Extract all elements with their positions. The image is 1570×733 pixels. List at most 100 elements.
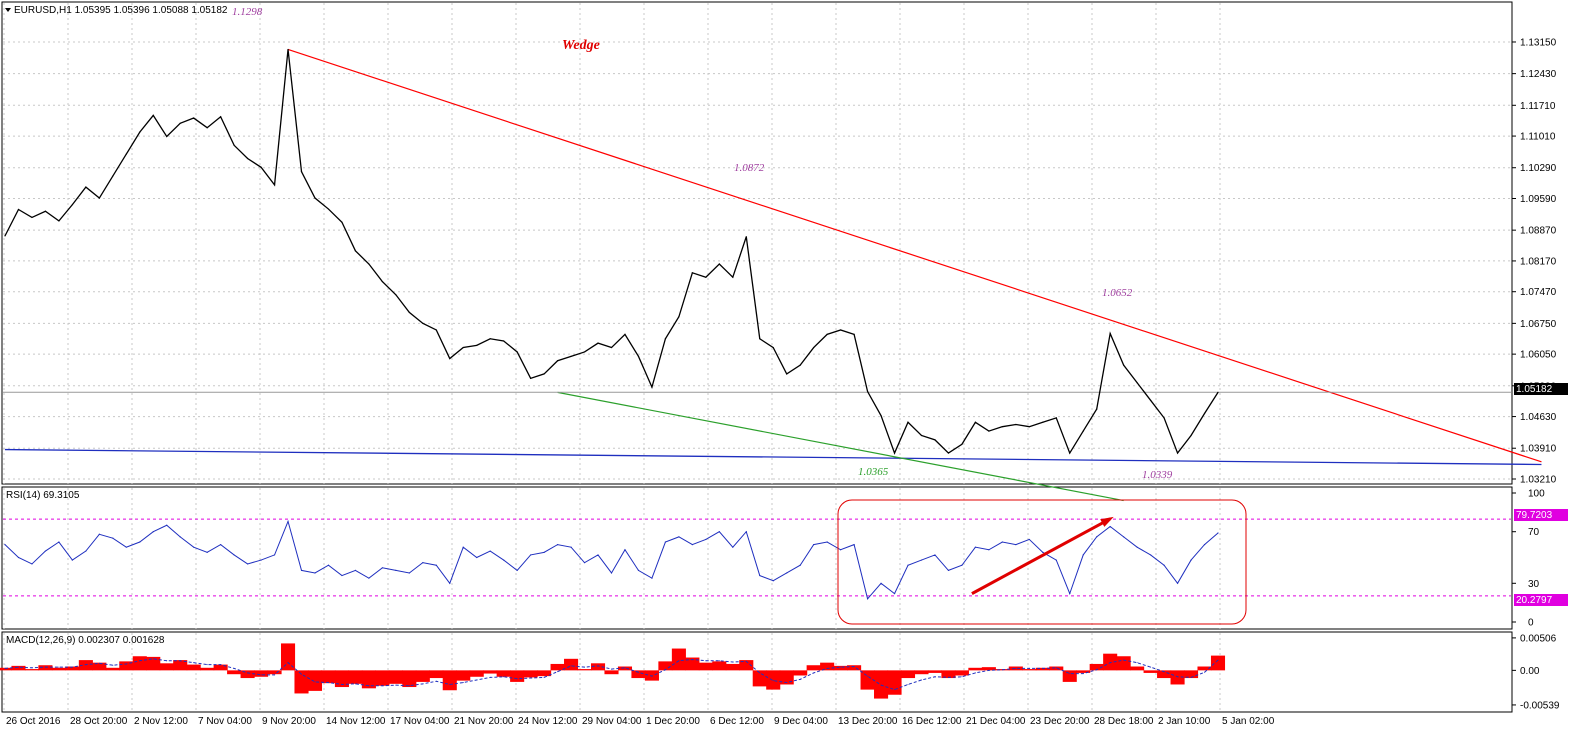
rsi-y-tick-label: 0: [1528, 618, 1534, 629]
macd-signal-point: [543, 676, 545, 678]
macd-signal-point: [139, 660, 141, 662]
rsi-point: [1096, 536, 1098, 538]
macd-histogram-bar: [1143, 670, 1158, 673]
price-point: [530, 377, 532, 379]
rsi-point: [1028, 538, 1030, 541]
rsi-point: [327, 564, 330, 566]
rsi-y-tick-label: 30: [1528, 579, 1540, 590]
rsi-point: [772, 580, 774, 582]
macd-histogram-bar: [927, 670, 943, 673]
macd-histogram-bar: [766, 670, 781, 690]
annotation-low-1: 1.0365: [858, 466, 889, 478]
macd-histogram-bar: [1130, 666, 1145, 671]
price-point: [1190, 434, 1192, 437]
macd-signal-point: [624, 667, 626, 669]
rsi-point: [1163, 564, 1165, 566]
macd-signal-point: [17, 666, 19, 668]
rsi-trend-arrow-head: [1100, 516, 1114, 527]
macd-signal-point: [193, 662, 195, 664]
rsi-point: [58, 541, 60, 543]
macd-signal-point: [206, 664, 208, 666]
macd-signal-point: [1150, 666, 1152, 668]
macd-histogram-bar: [429, 670, 444, 679]
macd-histogram-bar: [564, 658, 579, 671]
x-tick-label: 24 Nov 12:00: [518, 716, 578, 727]
price-point: [624, 333, 626, 335]
macd-signal-point: [422, 683, 424, 685]
macd-histogram-bar: [469, 670, 484, 677]
x-tick-label: 1 Dec 20:00: [646, 716, 700, 727]
macd-signal-point: [1096, 669, 1098, 671]
macd-histogram-bar: [496, 670, 511, 677]
price-y-tick-label: 1.10290: [1520, 163, 1557, 174]
rsi-point: [920, 559, 923, 561]
price-point: [4, 235, 6, 237]
rsi-point: [408, 572, 410, 574]
price-y-tick-label: 1.09590: [1520, 194, 1557, 205]
x-tick-label: 9 Nov 20:00: [262, 716, 316, 727]
macd-header: MACD(12,26,9) 0.002307 0.001628: [6, 635, 165, 646]
macd-histogram-bar: [604, 670, 619, 675]
rsi-point: [314, 572, 316, 574]
macd-signal-point: [1109, 662, 1111, 664]
rsi-point: [435, 564, 437, 566]
rsi-point: [583, 562, 586, 564]
macd-signal-point: [408, 685, 410, 687]
macd-histogram-bar: [65, 666, 80, 671]
rsi-point: [139, 541, 141, 543]
macd-signal-point: [1042, 667, 1044, 669]
x-tick-label: 29 Nov 04:00: [582, 716, 642, 727]
macd-histogram-bar: [254, 670, 269, 677]
price-point: [718, 263, 720, 265]
x-tick-label: 6 Dec 12:00: [710, 716, 764, 727]
x-tick-label: 21 Nov 20:00: [454, 716, 514, 727]
wedge-lower-trendline: [557, 391, 1124, 502]
macd-signal-point: [1123, 659, 1125, 661]
price-point: [422, 322, 424, 324]
macd-signal-point: [58, 666, 60, 668]
price-point: [732, 276, 734, 278]
rsi-point: [193, 546, 195, 548]
macd-histogram-bar: [240, 670, 255, 679]
x-tick-label: 14 Nov 12:00: [326, 716, 386, 727]
price-point: [637, 355, 640, 357]
macd-signal-point: [732, 661, 734, 663]
price-point: [273, 184, 276, 186]
price-point: [691, 272, 693, 274]
macd-histogram-bar: [132, 656, 147, 671]
rsi-panel-frame[interactable]: [1, 486, 1513, 630]
price-point: [597, 342, 599, 344]
price-header: EURUSD,H1 1.05395 1.05396 1.05088 1.0518…: [14, 5, 228, 16]
macd-signal-point: [1055, 667, 1057, 669]
rsi-point: [880, 582, 882, 584]
macd-signal-point: [557, 671, 559, 673]
rsi-point: [1109, 525, 1111, 528]
price-panel-frame[interactable]: [1, 1, 1513, 485]
price-point: [233, 144, 235, 146]
macd-signal-point: [112, 664, 114, 666]
price-point: [152, 114, 154, 117]
macd-histogram-bar: [793, 670, 808, 676]
price-point: [745, 236, 747, 238]
macd-signal-point: [597, 665, 599, 667]
macd-histogram-bar: [51, 667, 66, 671]
price-point: [1015, 423, 1017, 426]
price-point: [516, 351, 518, 353]
price-point: [920, 434, 923, 437]
rsi-point: [1123, 536, 1125, 538]
price-point: [1163, 417, 1165, 419]
price-point: [1203, 412, 1206, 415]
price-point: [395, 294, 397, 296]
macd-histogram-bar: [523, 670, 538, 678]
rsi-point: [220, 544, 222, 546]
price-point: [705, 276, 707, 278]
macd-histogram-bar: [590, 663, 606, 671]
symbol-menu-triangle-icon[interactable]: [5, 8, 11, 12]
rsi-point: [1190, 559, 1192, 561]
price-y-tick-label: 1.06750: [1520, 319, 1557, 330]
price-point: [139, 131, 141, 133]
macd-histogram-bar: [24, 669, 39, 671]
macd-histogram-bar: [658, 661, 673, 671]
macd-signal-point: [152, 658, 154, 660]
price-y-tick-label: 1.12430: [1520, 69, 1557, 80]
